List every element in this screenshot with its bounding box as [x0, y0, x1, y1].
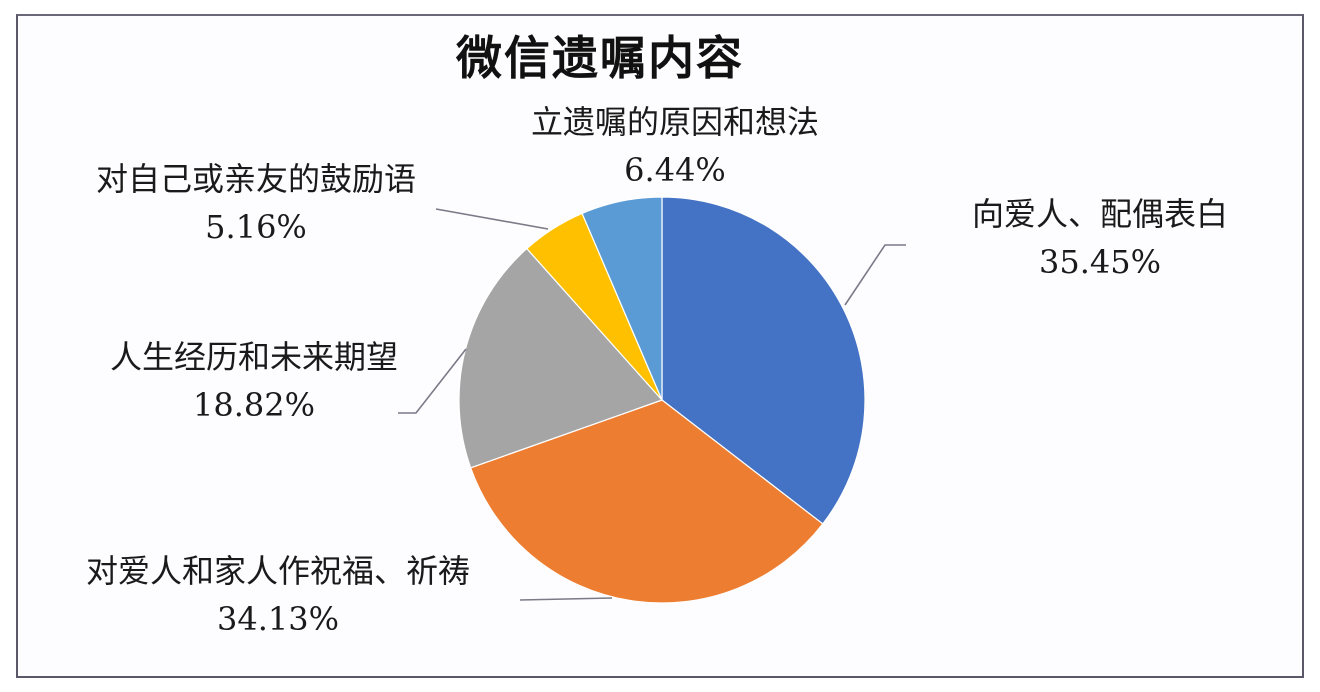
data-label-pct: 35.45% — [1038, 243, 1161, 281]
data-label-name: 对爱人和家人作祝福、祈祷 — [85, 552, 470, 590]
data-label-name: 立遗嘱的原因和想法 — [530, 103, 819, 141]
leader-line-s0 — [844, 244, 906, 306]
pie-slice-0 — [661, 196, 866, 525]
data-label-pct: 18.82% — [192, 386, 315, 424]
pie-slices — [458, 196, 866, 604]
leader-line-s3 — [435, 208, 549, 230]
data-label-s0: 向爱人、配偶表白 35.45% — [940, 190, 1260, 286]
data-label-name: 向爱人、配偶表白 — [971, 195, 1228, 233]
pie-slice-1 — [469, 399, 824, 604]
leader-line-s2 — [398, 348, 467, 414]
data-label-s3: 对自己或亲友的鼓励语 5.16% — [56, 155, 456, 251]
data-label-name: 人生经历和未来期望 — [109, 338, 398, 376]
chart-title: 微信遗嘱内容 — [456, 31, 744, 85]
leader-lines — [398, 208, 906, 601]
data-label-pct: 6.44% — [624, 151, 726, 189]
data-label-name: 对自己或亲友的鼓励语 — [95, 160, 416, 198]
data-label-pct: 34.13% — [216, 600, 339, 638]
data-label-s1: 对爱人和家人作祝福、祈祷 34.13% — [38, 547, 518, 643]
data-label-s2: 人生经历和未来期望 18.82% — [74, 333, 434, 429]
data-label-s4: 立遗嘱的原因和想法 6.44% — [500, 98, 850, 194]
leader-line-s1 — [519, 597, 613, 601]
data-label-pct: 5.16% — [205, 208, 307, 246]
pie-slice-4 — [581, 196, 663, 401]
